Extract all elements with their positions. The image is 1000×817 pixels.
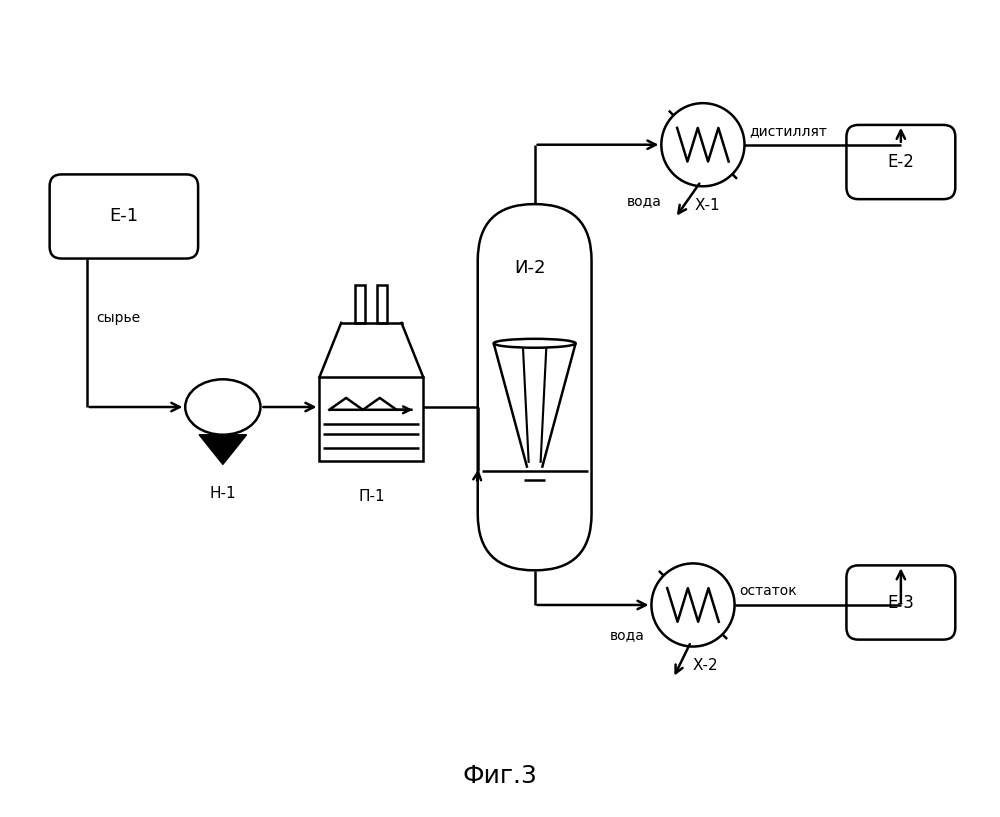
Text: П-1: П-1 [358,489,385,504]
Ellipse shape [494,339,576,348]
Circle shape [651,564,735,646]
FancyBboxPatch shape [50,174,198,258]
Bar [522,468,547,492]
Bar [319,377,423,462]
Text: Е-3: Е-3 [887,593,914,611]
Text: Е-2: Е-2 [887,153,914,171]
Circle shape [661,103,744,186]
Text: Е-1: Е-1 [109,208,138,225]
Polygon shape [199,435,247,464]
Bar [355,285,365,323]
Text: вода: вода [610,627,645,641]
Text: Х-1: Х-1 [695,199,721,213]
Text: сырье: сырье [97,311,141,325]
Text: вода: вода [627,194,662,208]
Text: И-2: И-2 [514,258,545,276]
Text: Н-1: Н-1 [210,486,236,501]
Bar [377,285,387,323]
Text: Фиг.3: Фиг.3 [463,764,537,788]
Text: остаток: остаток [740,584,797,598]
Text: Х-2: Х-2 [692,659,718,673]
FancyBboxPatch shape [478,204,592,570]
Ellipse shape [185,379,260,435]
FancyBboxPatch shape [846,565,955,640]
FancyBboxPatch shape [846,125,955,199]
Text: дистиллят: дистиллят [749,124,827,138]
